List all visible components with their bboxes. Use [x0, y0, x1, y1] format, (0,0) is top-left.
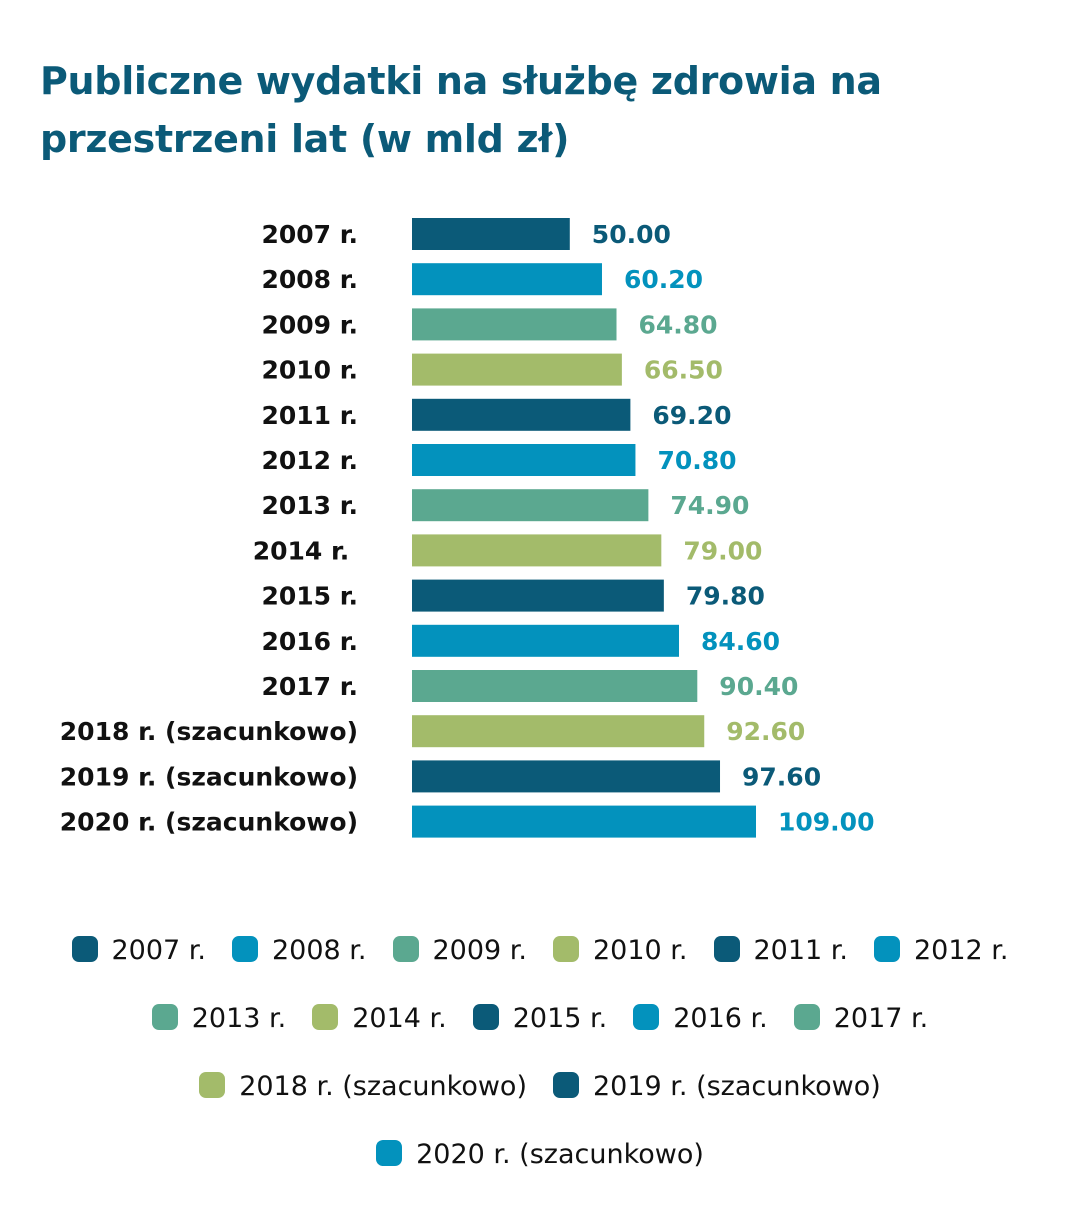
- data-label: 92.60: [726, 717, 805, 746]
- legend-label: 2007 r.: [111, 934, 207, 966]
- legend-swatch-icon: [472, 1003, 499, 1030]
- legend-swatch-icon: [376, 1139, 403, 1166]
- legend-label: 2014 r.: [352, 1002, 447, 1034]
- chart-title: Publiczne wydatki na służbę zdrowia na p…: [40, 52, 1040, 168]
- chart-title-line-1: Publiczne wydatki na służbę zdrowia na: [40, 59, 882, 103]
- bar: [412, 489, 649, 522]
- legend-label: 2018 r. (szacunkowo): [239, 1070, 527, 1102]
- bar: [412, 444, 636, 476]
- data-label: 60.20: [624, 265, 703, 294]
- legend-item[interactable]: 2020 r. (szacunkowo): [376, 1129, 704, 1181]
- legend-item[interactable]: 2018 r. (szacunkowo): [199, 1061, 527, 1113]
- data-label: 97.60: [742, 762, 821, 791]
- bar-chart: 2007 r. 50.00 2008 r. 60.20 2009 r. 64.80 2010…: [60, 218, 874, 838]
- data-label: 70.80: [657, 446, 736, 475]
- legend-label: 2015 r.: [512, 1002, 608, 1034]
- category-label: 2007 r.: [261, 220, 358, 249]
- legend-item[interactable]: 2009 r.: [392, 925, 528, 977]
- legend-swatch-icon: [874, 935, 900, 962]
- category-label: 2013 r.: [261, 491, 358, 520]
- bar: [412, 670, 698, 702]
- bar: [412, 218, 570, 250]
- bar: [412, 805, 756, 838]
- legend-swatch-icon: [151, 1003, 178, 1030]
- bar: [412, 263, 602, 296]
- bar: [412, 308, 617, 341]
- data-label: 66.50: [644, 356, 723, 385]
- legend-label: 2013 r.: [191, 1002, 287, 1034]
- category-label: 2009 r.: [261, 310, 358, 339]
- legend-item[interactable]: 2012 r.: [874, 925, 1009, 977]
- category-label: 2010 r.: [261, 356, 358, 385]
- data-label: 74.90: [670, 491, 749, 520]
- category-label: 2015 r.: [261, 582, 358, 611]
- category-label: 2008 r.: [261, 265, 358, 294]
- legend-label: 2009 r.: [432, 934, 528, 966]
- legend-item[interactable]: 2011 r.: [713, 925, 849, 977]
- bar: [412, 579, 664, 612]
- legend-label: 2012 r.: [914, 934, 1009, 966]
- chart-title-line-2: przestrzeni lat (w mld zł): [40, 117, 570, 161]
- legend-item[interactable]: 2007 r.: [71, 925, 207, 977]
- data-label: 64.80: [639, 310, 718, 339]
- category-label: 2017 r.: [261, 672, 358, 701]
- legend-swatch-icon: [232, 935, 258, 962]
- bar: [412, 715, 705, 748]
- category-label: 2018 r. (szacunkowo): [60, 717, 358, 746]
- category-label: 2014 r.: [253, 536, 358, 565]
- legend-item[interactable]: 2015 r.: [472, 993, 608, 1045]
- legend-row: 2018 r. (szacunkowo) 2019 r. (szacunkowo): [20, 1060, 1060, 1128]
- legend-swatch-icon: [553, 1071, 579, 1098]
- legend-label: 2017 r.: [833, 1002, 929, 1034]
- bar: [412, 353, 622, 386]
- bar: [412, 760, 721, 793]
- legend-swatch-icon: [392, 935, 419, 962]
- legend-row: 2020 r. (szacunkowo): [20, 1128, 1060, 1196]
- legend-swatch-icon: [199, 1071, 226, 1098]
- category-label: 2011 r.: [261, 401, 358, 430]
- category-label: 2019 r. (szacunkowo): [60, 762, 358, 791]
- legend-swatch-icon: [713, 935, 740, 962]
- legend-swatch-icon: [793, 1003, 820, 1030]
- legend-item[interactable]: 2010 r.: [553, 925, 688, 977]
- legend: 2007 r. 2008 r. 2009 r. 2010 r. 2011 r. 2012 …: [20, 924, 1060, 1196]
- category-label: 2012 r.: [261, 446, 358, 475]
- data-label: 69.20: [652, 401, 731, 430]
- legend-label: 2016 r.: [673, 1002, 768, 1034]
- legend-swatch-icon: [553, 935, 579, 962]
- bar: [412, 534, 662, 567]
- data-label: 79.80: [686, 582, 765, 611]
- legend-swatch-icon: [71, 935, 98, 962]
- bar: [412, 398, 631, 431]
- legend-label: 2011 r.: [753, 934, 849, 966]
- data-label: 79.00: [683, 536, 762, 565]
- legend-label: 2010 r.: [593, 934, 688, 966]
- data-label: 50.00: [592, 220, 671, 249]
- legend-label: 2019 r. (szacunkowo): [593, 1070, 881, 1102]
- data-label: 90.40: [719, 672, 798, 701]
- legend-item[interactable]: 2017 r.: [793, 993, 929, 1045]
- legend-item[interactable]: 2019 r. (szacunkowo): [553, 1061, 881, 1113]
- legend-row: 2007 r. 2008 r. 2009 r. 2010 r. 2011 r. 2012 …: [20, 924, 1060, 992]
- legend-item[interactable]: 2008 r.: [232, 925, 367, 977]
- legend-row: 2013 r. 2014 r. 2015 r. 2016 r. 2017 r.: [20, 992, 1060, 1060]
- legend-label: 2008 r.: [272, 934, 367, 966]
- legend-item[interactable]: 2014 r.: [312, 993, 447, 1045]
- data-label: 109.00: [778, 808, 874, 837]
- legend-swatch-icon: [312, 1003, 339, 1030]
- legend-item[interactable]: 2016 r.: [633, 993, 768, 1045]
- legend-swatch-icon: [633, 1003, 660, 1030]
- category-label: 2020 r. (szacunkowo): [60, 808, 358, 837]
- bars: 2007 r. 50.00 2008 r. 60.20 2009 r. 64.80 2010…: [60, 218, 874, 838]
- legend-item[interactable]: 2013 r.: [151, 993, 287, 1045]
- legend-label: 2020 r. (szacunkowo): [416, 1138, 704, 1170]
- data-label: 84.60: [701, 627, 780, 656]
- bar: [412, 624, 679, 657]
- category-label: 2016 r.: [261, 627, 358, 656]
